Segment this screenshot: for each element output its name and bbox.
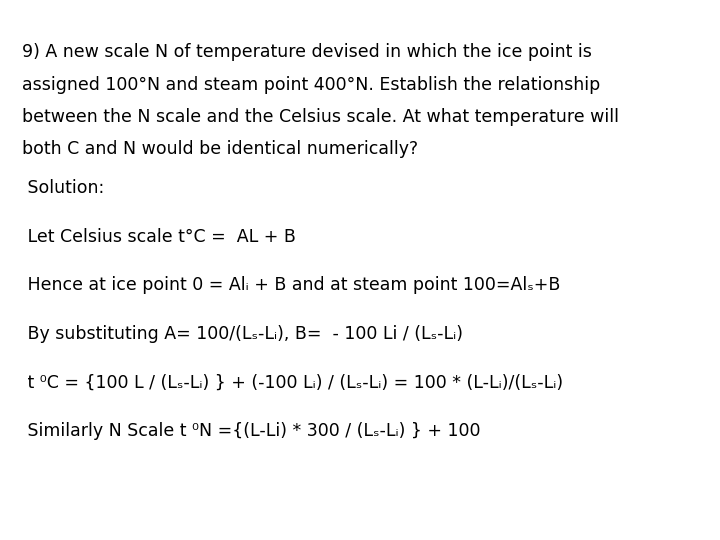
- Text: Let Celsius scale t°C =  AL + B: Let Celsius scale t°C = AL + B: [22, 228, 295, 246]
- Text: Hence at ice point 0 = Alᵢ + B and at steam point 100=Alₛ+B: Hence at ice point 0 = Alᵢ + B and at st…: [22, 276, 560, 294]
- Text: By substituting A= 100/(Lₛ-Lᵢ), B=  - 100 Li / (Lₛ-Lᵢ): By substituting A= 100/(Lₛ-Lᵢ), B= - 100…: [22, 325, 463, 343]
- Text: assigned 100°N and steam point 400°N. Establish the relationship: assigned 100°N and steam point 400°N. Es…: [22, 76, 600, 93]
- Text: Solution:: Solution:: [22, 179, 104, 197]
- Text: between the N scale and the Celsius scale. At what temperature will: between the N scale and the Celsius scal…: [22, 108, 618, 126]
- Text: Similarly N Scale t ⁰N ={(L-Li) * 300 / (Lₛ-Lᵢ) } + 100: Similarly N Scale t ⁰N ={(L-Li) * 300 / …: [22, 422, 480, 440]
- Text: 9) A new scale N of temperature devised in which the ice point is: 9) A new scale N of temperature devised …: [22, 43, 591, 61]
- Text: t ⁰C = {100 L / (Lₛ-Lᵢ) } + (-100 Lᵢ) / (Lₛ-Lᵢ) = 100 * (L-Lᵢ)/(Lₛ-Lᵢ): t ⁰C = {100 L / (Lₛ-Lᵢ) } + (-100 Lᵢ) / …: [22, 374, 563, 391]
- Text: both C and N would be identical numerically?: both C and N would be identical numerica…: [22, 140, 418, 158]
